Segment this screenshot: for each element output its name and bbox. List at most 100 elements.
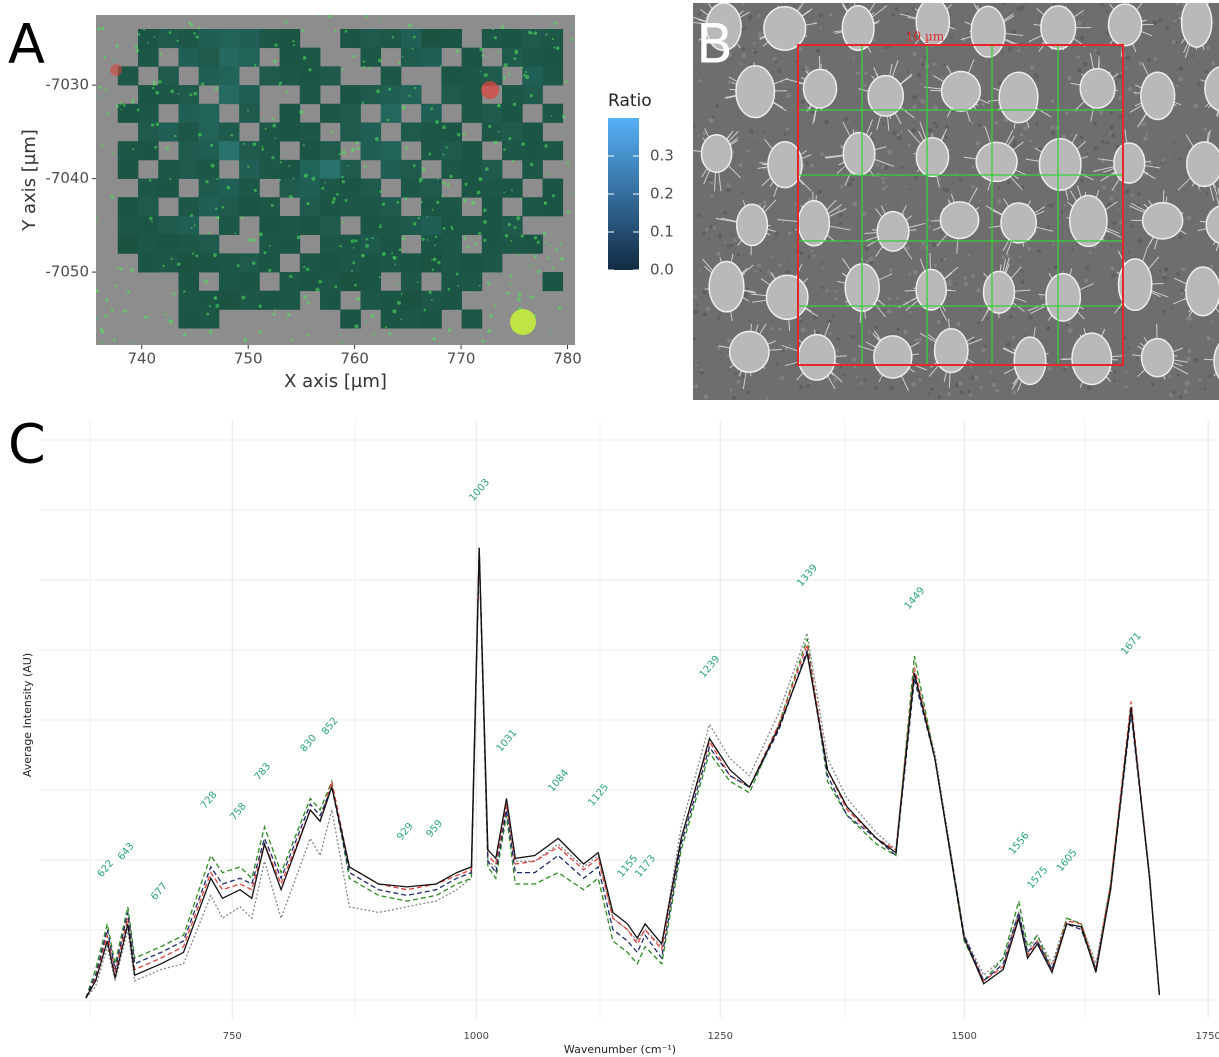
heatmap-cell: [320, 215, 341, 235]
fluorescence-dot: [292, 177, 295, 180]
heatmap-cell: [138, 234, 159, 254]
texture: [869, 260, 874, 265]
fluorescence-dot: [263, 251, 267, 255]
texture: [859, 381, 864, 386]
roi-frame: [797, 44, 1124, 366]
texture: [970, 273, 975, 278]
texture: [741, 3, 745, 6]
fluorescence-dot: [551, 266, 555, 269]
texture: [1178, 66, 1183, 71]
texture: [927, 392, 932, 396]
texture: [852, 201, 858, 207]
fluorescence-dot: [428, 152, 432, 156]
fluorescence-dot: [400, 318, 402, 321]
fluorescence-dot: [262, 118, 264, 121]
heatmap-cell: [259, 66, 280, 86]
heatmap-cell: [239, 159, 260, 179]
fluorescence-dot: [566, 161, 570, 165]
fluorescence-dot: [520, 66, 524, 69]
texture: [1050, 99, 1055, 104]
heatmap-cell: [320, 197, 341, 217]
fluorescence-dot: [481, 339, 485, 343]
fluorescence-dot: [152, 80, 156, 84]
texture: [891, 12, 895, 17]
texture: [1185, 316, 1190, 321]
texture: [908, 35, 911, 39]
cell-tint: [198, 309, 220, 329]
cell-tint: [461, 309, 483, 329]
fluorescence-dot: [431, 208, 434, 211]
heatmap-cell: [380, 66, 402, 86]
cell-tint: [481, 66, 503, 86]
fluorescence-dot: [503, 63, 508, 68]
texture: [749, 63, 752, 66]
cell-tint: [198, 103, 220, 123]
heatmap-cell: [441, 234, 462, 254]
texture: [844, 116, 849, 122]
texture: [1045, 326, 1051, 331]
fluorescence-dot: [536, 269, 541, 274]
texture: [807, 255, 811, 259]
texture: [1050, 124, 1055, 130]
cell-tint: [178, 103, 200, 123]
texture: [1175, 84, 1179, 88]
cell-tint: [421, 178, 442, 198]
texture: [983, 195, 986, 198]
heatmap-cell: [198, 290, 220, 310]
fluorescence-dot: [493, 140, 498, 145]
texture: [958, 381, 963, 386]
cell-tint: [158, 85, 179, 105]
texture: [967, 254, 971, 257]
cell-tint: [259, 197, 280, 217]
texture: [697, 213, 701, 218]
heatmap-cell: [421, 141, 442, 161]
texture: [1061, 270, 1065, 274]
x-tick-label: 780: [553, 350, 582, 368]
cell-tint: [239, 159, 260, 179]
fluorescence-dot: [408, 94, 411, 97]
fluorescence-dot: [571, 26, 574, 29]
texture: [912, 104, 917, 109]
fluorescence-dot: [463, 198, 467, 203]
texture: [821, 262, 824, 265]
texture: [1105, 9, 1109, 14]
fluorescence-dot: [151, 86, 155, 90]
fluorescence-dot: [493, 304, 497, 308]
fluorescence-dot: [462, 132, 466, 136]
texture: [904, 245, 910, 251]
texture: [953, 171, 957, 174]
fluorescence-dot: [517, 254, 520, 257]
texture: [977, 308, 981, 312]
texture: [1018, 255, 1021, 258]
peak-label: 1449: [903, 585, 928, 612]
texture: [1049, 203, 1054, 208]
texture: [696, 303, 699, 307]
fluorescence-dot: [332, 197, 337, 201]
texture: [881, 165, 885, 169]
fluorescence-dot: [350, 239, 355, 243]
fluorescence-dot: [137, 32, 141, 36]
cell-tint: [441, 159, 462, 179]
heatmap-cell: [340, 103, 361, 123]
texture: [956, 321, 961, 327]
cell-tint: [320, 290, 341, 310]
heatmap-cell: [138, 215, 159, 235]
heatmap-cell: [178, 47, 200, 67]
texture: [1170, 395, 1173, 398]
cell-body: [763, 6, 807, 51]
fluorescence-dot: [510, 239, 513, 242]
cell-tint: [158, 234, 179, 254]
texture: [944, 135, 948, 140]
heatmap-cell: [400, 159, 422, 179]
texture: [963, 281, 969, 287]
cell-body: [841, 5, 875, 52]
cell-body: [765, 274, 809, 321]
panel-label: A: [8, 13, 45, 76]
texture: [727, 80, 732, 85]
texture: [895, 297, 899, 300]
fluorescence-dot: [261, 145, 264, 148]
texture: [710, 194, 714, 198]
fluorescence-dot: [288, 165, 291, 167]
colorbar-tick-label: 0.2: [650, 185, 674, 203]
heatmap-cell: [360, 215, 382, 235]
